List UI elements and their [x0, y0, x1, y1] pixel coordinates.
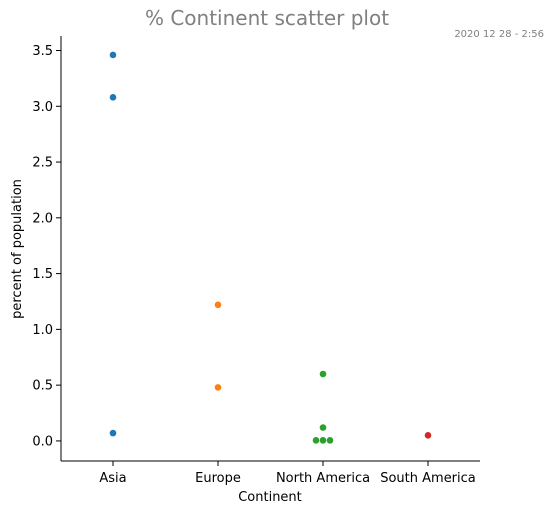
y-tick-label: 0.5: [32, 379, 53, 394]
y-axis-label: percent of population: [10, 179, 25, 319]
timestamp-label: 2020 12 28 - 2:56: [454, 29, 544, 40]
data-point: [424, 432, 432, 439]
y-tick-label: 1.5: [32, 267, 53, 282]
x-axis-ticks: Asia Europe North America South America: [99, 461, 476, 486]
chart-title: % Continent scatter plot: [145, 6, 389, 30]
y-tick-label: 3.5: [32, 44, 53, 59]
data-point: [319, 370, 327, 378]
data-point: [214, 301, 222, 309]
data-point: [214, 384, 222, 391]
x-axis-label: Continent: [238, 490, 302, 505]
x-tick-label: Europe: [195, 471, 241, 486]
data-point: [319, 424, 327, 431]
x-tick-label: South America: [380, 471, 476, 486]
y-tick-label: 0.0: [32, 434, 53, 449]
y-tick-label: 2.0: [32, 211, 53, 226]
data-point: [319, 437, 327, 444]
data-point: [326, 437, 334, 444]
data-points: [109, 51, 432, 444]
data-point: [312, 437, 320, 444]
data-point: [109, 94, 117, 101]
x-tick-label: Asia: [99, 471, 126, 486]
y-tick-label: 1.0: [32, 323, 53, 338]
x-tick-label: North America: [276, 471, 370, 486]
y-axis-ticks: 0.0 0.5 1.0 1.5 2.0 2.5 3.0 3.5: [32, 44, 61, 449]
y-tick-label: 3.0: [32, 100, 53, 115]
y-tick-label: 2.5: [32, 156, 53, 171]
data-point: [109, 51, 117, 59]
data-point: [109, 429, 117, 437]
